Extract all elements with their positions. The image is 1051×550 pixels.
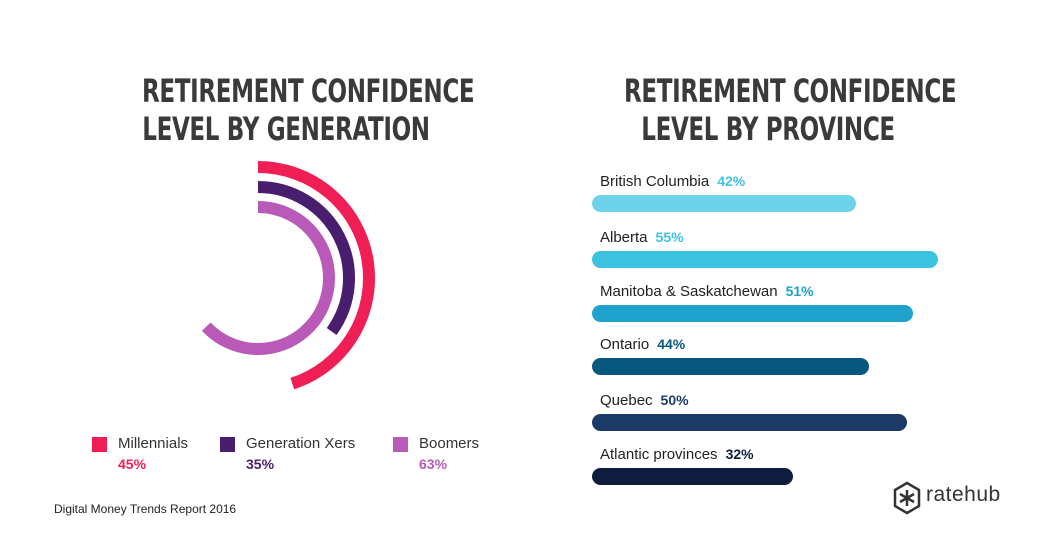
province-bar-ontario bbox=[592, 358, 869, 375]
province-value: 42% bbox=[717, 173, 746, 189]
brand-name: ratehub bbox=[926, 483, 1001, 506]
province-chart-title: RETIREMENT CONFIDENCE LEVEL BY PROVINCE bbox=[624, 72, 957, 148]
province-value: 55% bbox=[655, 229, 684, 245]
province-row-manitoba-saskatchewan: Manitoba & Saskatchewan 51% bbox=[592, 283, 952, 343]
province-row-ontario: Ontario 44% bbox=[592, 336, 952, 396]
generation-chart-title: RETIREMENT CONFIDENCE LEVEL BY GENERATIO… bbox=[142, 72, 475, 148]
province-name: Ontario bbox=[600, 336, 650, 353]
province-label: Quebec 50% bbox=[600, 392, 689, 409]
generation-title-line1: RETIREMENT CONFIDENCE bbox=[142, 72, 475, 110]
province-row-alberta: Alberta 55% bbox=[592, 229, 952, 289]
province-label: Ontario 44% bbox=[600, 336, 685, 353]
legend-swatch-boomers bbox=[393, 437, 408, 452]
province-name: British Columbia bbox=[600, 173, 710, 190]
province-value: 50% bbox=[660, 392, 689, 408]
arc-millennials bbox=[257, 161, 376, 390]
ratehub-brand: ratehub bbox=[892, 481, 1000, 515]
province-bar-quebec bbox=[592, 414, 907, 431]
generation-title-line2: LEVEL BY GENERATION bbox=[142, 110, 430, 148]
province-name: Atlantic provinces bbox=[600, 446, 718, 463]
legend-value-millennials: 45% bbox=[118, 456, 147, 472]
province-value: 51% bbox=[785, 283, 814, 299]
province-row-atlantic-provinces: Atlantic provinces 32% bbox=[592, 446, 952, 506]
province-value: 44% bbox=[657, 336, 686, 352]
province-label: Atlantic provinces 32% bbox=[600, 446, 754, 463]
province-bar-manitoba-saskatchewan bbox=[592, 305, 913, 322]
legend-swatch-generation-xers bbox=[220, 437, 235, 452]
legend-swatch-millennials bbox=[92, 437, 107, 452]
arc-boomers bbox=[201, 201, 335, 355]
ratehub-logo-icon bbox=[893, 481, 921, 515]
province-name: Quebec bbox=[600, 392, 653, 409]
province-name: Alberta bbox=[600, 229, 648, 246]
province-bar-atlantic-provinces bbox=[592, 468, 794, 485]
legend-value-boomers: 63% bbox=[419, 456, 448, 472]
province-title-line1: RETIREMENT CONFIDENCE bbox=[624, 72, 957, 110]
legend-label-boomers: Boomers bbox=[419, 435, 480, 452]
province-row-quebec: Quebec 50% bbox=[592, 392, 952, 452]
legend-value-generation-xers: 35% bbox=[246, 456, 275, 472]
province-bar-british-columbia bbox=[592, 195, 857, 212]
province-title-line2: LEVEL BY PROVINCE bbox=[641, 110, 895, 148]
province-label: British Columbia 42% bbox=[600, 173, 745, 190]
province-row-british-columbia: British Columbia 42% bbox=[592, 173, 952, 233]
source-note: Digital Money Trends Report 2016 bbox=[54, 502, 237, 516]
province-bar-alberta bbox=[592, 251, 938, 268]
province-label: Manitoba & Saskatchewan 51% bbox=[600, 283, 814, 300]
legend-label-millennials: Millennials bbox=[118, 435, 189, 452]
province-name: Manitoba & Saskatchewan bbox=[600, 283, 778, 300]
generation-radial-chart bbox=[201, 161, 376, 390]
province-label: Alberta 55% bbox=[600, 229, 684, 246]
province-value: 32% bbox=[725, 446, 754, 462]
arc-generation-xers bbox=[257, 181, 355, 336]
legend-label-generation-xers: Generation Xers bbox=[246, 435, 356, 452]
